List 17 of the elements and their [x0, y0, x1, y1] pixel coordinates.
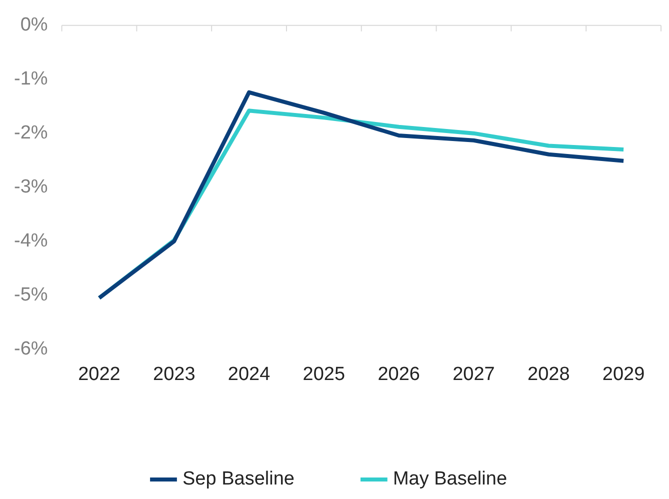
x-tick-label: 2026 — [378, 364, 420, 385]
y-tick-label: -1% — [14, 68, 48, 90]
x-tick-label: 2029 — [602, 364, 645, 385]
x-tick-label: 2022 — [78, 364, 120, 385]
x-tick-label: 2023 — [153, 364, 196, 385]
y-tick-label: -3% — [14, 176, 48, 198]
x-tick-label: 2024 — [228, 364, 271, 385]
x-tick-label: 2028 — [528, 364, 570, 385]
y-tick-label: -5% — [14, 284, 48, 306]
x-tick-label: 2027 — [452, 364, 495, 385]
y-tick-label: 0% — [20, 14, 48, 36]
y-tick-label: -4% — [14, 230, 48, 252]
y-tick-label: -6% — [14, 338, 48, 360]
legend-label: Sep Baseline — [182, 468, 294, 490]
y-tick-label: -2% — [14, 122, 48, 144]
legend-label: May Baseline — [392, 468, 508, 490]
x-tick-label: 2025 — [302, 364, 346, 385]
